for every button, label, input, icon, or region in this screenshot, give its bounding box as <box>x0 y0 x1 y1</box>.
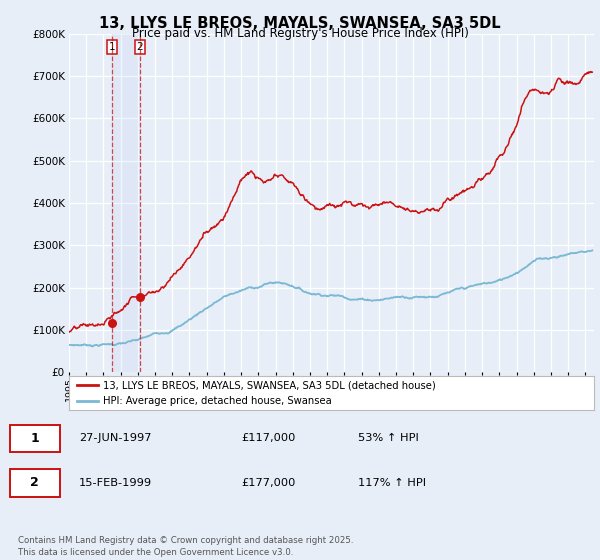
Text: 2: 2 <box>30 476 39 489</box>
Text: £177,000: £177,000 <box>242 478 296 488</box>
Bar <box>112 34 140 372</box>
Text: 2: 2 <box>137 42 143 52</box>
Text: 1: 1 <box>30 432 39 445</box>
Text: 15-FEB-1999: 15-FEB-1999 <box>79 478 152 488</box>
Text: £117,000: £117,000 <box>242 433 296 444</box>
FancyBboxPatch shape <box>10 424 59 452</box>
Text: 13, LLYS LE BREOS, MAYALS, SWANSEA, SA3 5DL: 13, LLYS LE BREOS, MAYALS, SWANSEA, SA3 … <box>99 16 501 31</box>
Text: HPI: Average price, detached house, Swansea: HPI: Average price, detached house, Swan… <box>103 396 332 406</box>
Text: 1: 1 <box>109 42 115 52</box>
Text: 117% ↑ HPI: 117% ↑ HPI <box>358 478 427 488</box>
Text: Contains HM Land Registry data © Crown copyright and database right 2025.
This d: Contains HM Land Registry data © Crown c… <box>18 536 353 557</box>
FancyBboxPatch shape <box>10 469 59 497</box>
Text: Price paid vs. HM Land Registry's House Price Index (HPI): Price paid vs. HM Land Registry's House … <box>131 27 469 40</box>
Text: 53% ↑ HPI: 53% ↑ HPI <box>358 433 419 444</box>
Text: 27-JUN-1997: 27-JUN-1997 <box>79 433 151 444</box>
Text: 13, LLYS LE BREOS, MAYALS, SWANSEA, SA3 5DL (detached house): 13, LLYS LE BREOS, MAYALS, SWANSEA, SA3 … <box>103 380 436 390</box>
